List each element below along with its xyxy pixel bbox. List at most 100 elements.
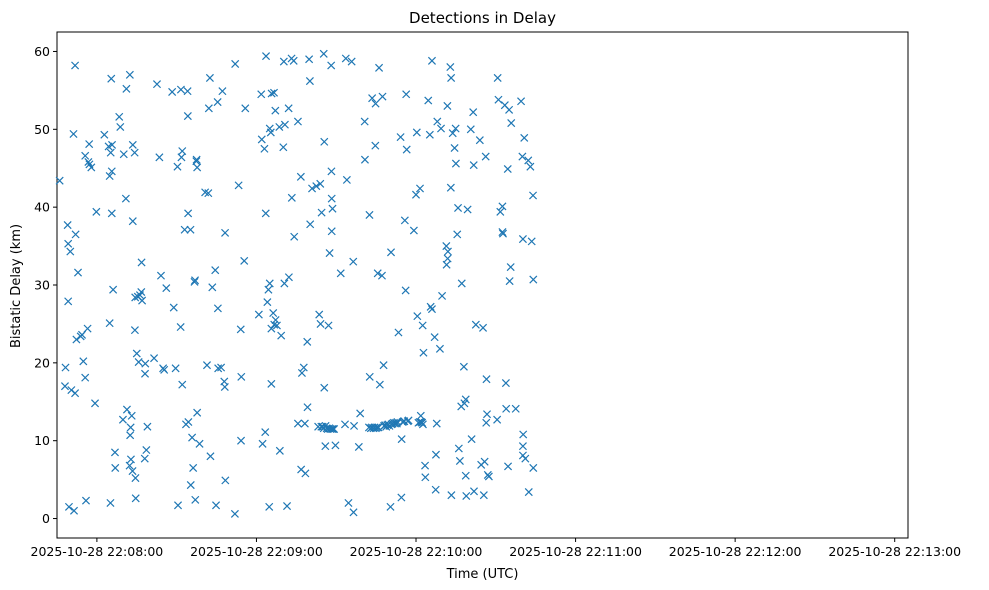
data-point-marker — [265, 279, 274, 288]
data-point-marker — [418, 321, 427, 330]
data-point-marker — [283, 502, 292, 511]
data-point-marker — [479, 323, 488, 332]
data-point-marker — [404, 416, 413, 425]
data-point-marker — [108, 140, 117, 149]
plot-frame — [56, 31, 909, 539]
data-point-marker — [265, 502, 274, 511]
data-point-marker — [427, 56, 436, 65]
data-point-marker — [433, 117, 442, 126]
data-point-marker — [193, 408, 202, 417]
data-point-marker — [518, 442, 527, 451]
data-point-marker — [127, 411, 136, 420]
data-point-marker — [277, 331, 286, 340]
data-point-marker — [506, 263, 515, 272]
data-point-marker — [507, 119, 516, 128]
data-point-marker — [451, 159, 460, 168]
data-point-marker — [254, 310, 263, 319]
data-point-marker — [315, 310, 324, 319]
data-point-marker — [92, 207, 101, 216]
data-point-marker — [289, 56, 298, 65]
data-point-marker — [446, 183, 455, 192]
data-point-marker — [418, 420, 427, 429]
data-point-marker — [305, 55, 314, 64]
x-tick-label: 2025-10-28 22:13:00 — [828, 544, 961, 559]
data-point-marker — [349, 508, 358, 517]
data-point-marker — [55, 176, 64, 185]
data-point-marker — [368, 94, 377, 103]
data-point-marker — [234, 181, 243, 190]
data-point-marker — [71, 61, 80, 70]
data-point-marker — [409, 226, 418, 235]
data-point-marker — [221, 476, 230, 485]
data-point-marker — [130, 148, 139, 157]
data-point-marker — [275, 446, 284, 455]
data-point-marker — [442, 260, 451, 269]
data-point-marker — [297, 368, 306, 377]
data-point-marker — [493, 73, 502, 82]
data-point-marker — [475, 136, 484, 145]
data-point-marker — [340, 420, 350, 429]
data-point-marker — [504, 462, 513, 471]
data-point-marker — [106, 148, 115, 157]
data-point-marker — [412, 128, 421, 137]
data-point-marker — [469, 108, 478, 117]
data-point-marker — [178, 380, 187, 389]
data-point-marker — [443, 101, 452, 110]
data-point-marker — [349, 257, 358, 266]
data-point-marker — [436, 124, 446, 133]
data-point-marker — [236, 325, 245, 334]
data-point-marker — [372, 423, 381, 432]
data-point-marker — [72, 335, 81, 344]
data-point-marker — [360, 155, 369, 164]
data-point-marker — [180, 225, 189, 234]
data-point-marker — [425, 130, 434, 139]
data-point-marker — [122, 84, 131, 93]
data-point-marker — [262, 52, 271, 61]
data-point-marker — [269, 309, 278, 318]
data-point-marker — [386, 502, 395, 511]
data-point-marker — [455, 456, 464, 465]
data-point-marker — [264, 285, 273, 294]
data-point-marker — [191, 495, 200, 504]
data-point-marker — [83, 324, 92, 333]
data-point-marker — [501, 379, 510, 388]
data-point-marker — [119, 150, 128, 159]
data-point-marker — [443, 247, 452, 256]
data-point-marker — [411, 190, 421, 199]
data-point-marker — [316, 319, 325, 328]
data-point-marker — [392, 419, 401, 428]
data-point-marker — [208, 283, 217, 292]
data-point-marker — [188, 433, 197, 442]
data-point-marker — [257, 90, 266, 99]
data-point-marker — [202, 361, 212, 370]
data-point-marker — [190, 277, 199, 286]
data-point-marker — [424, 96, 433, 105]
data-point-marker — [270, 320, 279, 329]
data-point-marker — [217, 363, 226, 372]
data-point-marker — [115, 112, 124, 121]
data-point-marker — [192, 155, 201, 164]
data-point-marker — [134, 358, 143, 367]
data-point-marker — [176, 85, 185, 94]
data-point-marker — [125, 70, 134, 79]
data-point-marker — [137, 258, 146, 267]
data-point-marker — [125, 461, 134, 470]
x-axis-label: Time (UTC) — [446, 567, 519, 582]
data-point-marker — [327, 227, 336, 236]
data-point-marker — [327, 424, 337, 434]
data-point-marker — [469, 161, 478, 170]
data-point-marker — [354, 442, 363, 451]
data-point-marker — [168, 87, 177, 96]
data-point-marker — [496, 207, 505, 216]
data-point-marker — [373, 269, 382, 278]
data-point-marker — [453, 230, 462, 239]
data-point-marker — [446, 63, 455, 72]
data-point-marker — [64, 502, 73, 511]
data-point-marker — [469, 487, 479, 496]
data-point-marker — [432, 419, 441, 428]
data-point-marker — [435, 344, 444, 353]
data-point-marker — [524, 156, 533, 165]
data-point-marker — [336, 269, 345, 278]
y-tick-label: 40 — [34, 200, 50, 215]
